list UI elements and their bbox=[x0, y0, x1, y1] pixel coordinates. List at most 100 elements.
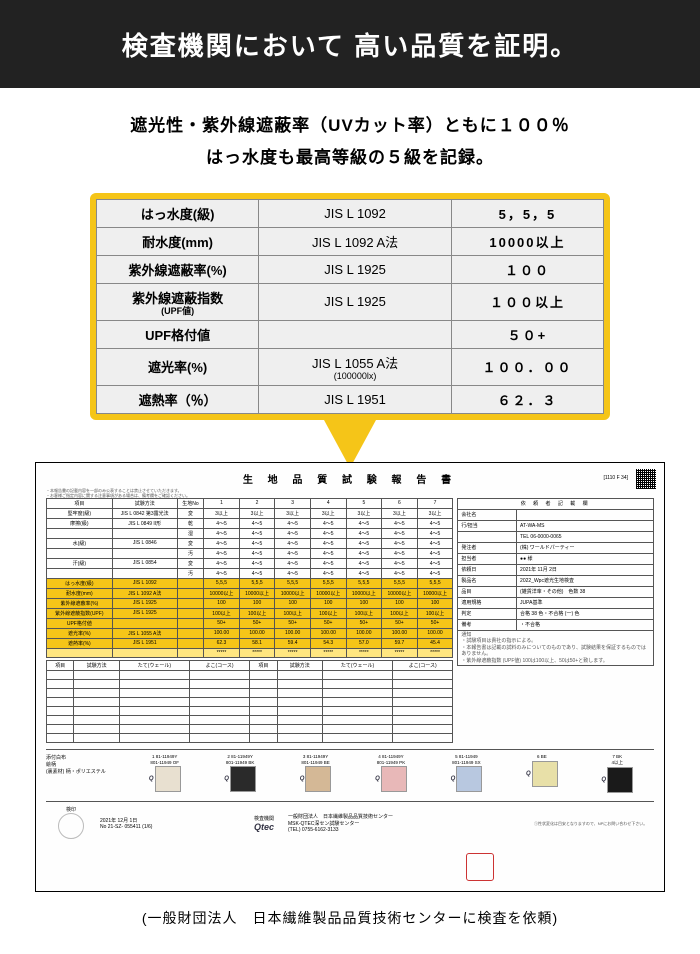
color-swatch bbox=[456, 766, 482, 792]
right-value: JUPA基準 bbox=[517, 597, 654, 608]
table-cell: 4～5 bbox=[239, 538, 275, 548]
table-cell bbox=[112, 568, 177, 578]
doc-title: 生 地 品 質 試 験 報 告 書 bbox=[46, 471, 654, 486]
table-cell: 4～5 bbox=[417, 558, 453, 568]
table-cell: 100.00 bbox=[417, 628, 453, 638]
right-value: AT-WA-MS bbox=[517, 520, 654, 531]
table-cell: 乾 bbox=[177, 518, 203, 528]
color-swatch bbox=[607, 767, 633, 793]
seal-icon bbox=[466, 853, 494, 881]
table-cell: 100.00 bbox=[275, 628, 311, 638]
table-cell: ***** bbox=[346, 648, 382, 657]
swatch-no: 5 81-11949 bbox=[455, 754, 477, 759]
table-cell: JIS L 1925 bbox=[112, 608, 177, 618]
right-value: ●● 様 bbox=[517, 553, 654, 564]
table-cell: 4～5 bbox=[346, 538, 382, 548]
table-cell: 3以上 bbox=[275, 508, 311, 518]
table-cell bbox=[393, 688, 453, 697]
table-cell: 10000以上 bbox=[239, 588, 275, 598]
swatch-item: 3 81-11949Y801-11949 BEQ bbox=[279, 754, 352, 793]
table-cell bbox=[177, 618, 203, 628]
qtec-logo: Qtec bbox=[254, 822, 274, 832]
callout-label: 遮熱率（％） bbox=[97, 385, 259, 413]
callout-method: JIS L 1055 A法(100000lx) bbox=[259, 348, 452, 385]
table-cell: 4～5 bbox=[275, 548, 311, 558]
table-cell: 100 bbox=[204, 598, 240, 608]
callout-method: JIS L 1951 bbox=[259, 385, 452, 413]
callout-value: 10000以上 bbox=[451, 227, 603, 255]
qtec-logo-small: Q bbox=[526, 771, 531, 777]
callout-label: 耐水度(mm) bbox=[97, 227, 259, 255]
table-cell bbox=[119, 679, 189, 688]
table-cell: 遮熱率(%) bbox=[47, 638, 113, 648]
table-cell: 4～5 bbox=[275, 558, 311, 568]
table-cell: 5,5,5 bbox=[346, 578, 382, 588]
table-cell: 100以上 bbox=[239, 608, 275, 618]
table-cell bbox=[277, 733, 323, 742]
right-title: 依 頼 者 記 載 欄 bbox=[458, 498, 654, 509]
callout-method bbox=[259, 320, 452, 348]
table-cell: 4～5 bbox=[417, 518, 453, 528]
table-cell bbox=[47, 733, 74, 742]
table-cell bbox=[112, 548, 177, 558]
doc-number: [1110 F 34] bbox=[603, 475, 628, 481]
table-cell: 4～5 bbox=[239, 568, 275, 578]
right-label: 依頼日 bbox=[458, 564, 517, 575]
table-cell bbox=[74, 679, 120, 688]
subhead: 遮光性・紫外線遮蔽率（UVカット率）ともに１００％ はっ水度も最高等級の５級を記… bbox=[0, 88, 700, 193]
right-value: 合格 38 色・不合格 (一) 色 bbox=[517, 608, 654, 619]
table-cell: 4～5 bbox=[204, 528, 240, 538]
table-cell bbox=[189, 688, 249, 697]
right-value: TEL 06-0000-0065 bbox=[517, 531, 654, 542]
right-label: 備考 bbox=[458, 619, 517, 630]
table-cell: 4～5 bbox=[204, 558, 240, 568]
table-cell bbox=[250, 688, 277, 697]
right-label: 会社名 bbox=[458, 509, 517, 520]
table-cell bbox=[47, 568, 113, 578]
table-cell: JIS L 1092 A法 bbox=[112, 588, 177, 598]
table-cell: 100以上 bbox=[417, 608, 453, 618]
table-cell: 摩擦(級) bbox=[47, 518, 113, 528]
table-cell bbox=[74, 670, 120, 679]
right-label bbox=[458, 531, 517, 542]
swatch-item: 5 81-11949801-11949 SXQ bbox=[430, 754, 503, 793]
swatch-no: 7 BK bbox=[612, 754, 622, 759]
table-cell bbox=[74, 724, 120, 733]
table-cell bbox=[277, 724, 323, 733]
qtec-logo-small: Q bbox=[300, 776, 305, 782]
table-cell bbox=[47, 648, 113, 657]
table-cell: 50+ bbox=[204, 618, 240, 628]
table-cell: 3以上 bbox=[382, 508, 418, 518]
callout-label: UPF格付値 bbox=[97, 320, 259, 348]
table-cell: 4～5 bbox=[417, 538, 453, 548]
col-header: 試験方法 bbox=[112, 498, 177, 508]
report-document: [1110 F 34] 生 地 品 質 試 験 報 告 書 ・本報告書の記載内容… bbox=[35, 462, 665, 892]
table-cell bbox=[47, 548, 113, 558]
table-cell: 4～5 bbox=[382, 548, 418, 558]
color-swatch bbox=[155, 766, 181, 792]
table-cell: 4～5 bbox=[275, 518, 311, 528]
table-cell: 5,5,5 bbox=[310, 578, 346, 588]
table-cell: 100.00 bbox=[310, 628, 346, 638]
swatch-no: 1 81-11949Y bbox=[152, 754, 177, 759]
table-cell: 10000以上 bbox=[204, 588, 240, 598]
table-cell bbox=[250, 697, 277, 706]
table-cell bbox=[323, 670, 393, 679]
table-cell bbox=[177, 648, 203, 657]
footer-inst: 一般財団法人 日本繊維製品品質技術センター bbox=[288, 814, 393, 820]
table-cell bbox=[47, 679, 74, 688]
table-cell: 5,5,5 bbox=[417, 578, 453, 588]
table-cell: JIS L 0849 II形 bbox=[112, 518, 177, 528]
col-header: 試験方法 bbox=[277, 660, 323, 670]
table-cell bbox=[393, 724, 453, 733]
col-header: よこ(コース) bbox=[393, 660, 453, 670]
qtec-logo-small: Q bbox=[224, 776, 229, 782]
table-cell: 100 bbox=[239, 598, 275, 608]
table-cell: 45.4 bbox=[417, 638, 453, 648]
table-cell bbox=[277, 697, 323, 706]
table-cell bbox=[393, 679, 453, 688]
color-swatch bbox=[230, 766, 256, 792]
col-header: 項目 bbox=[47, 498, 113, 508]
swatch-item: 1 81-11949Y801-11949 OFQ bbox=[128, 754, 201, 793]
table-cell: 4～5 bbox=[346, 558, 382, 568]
